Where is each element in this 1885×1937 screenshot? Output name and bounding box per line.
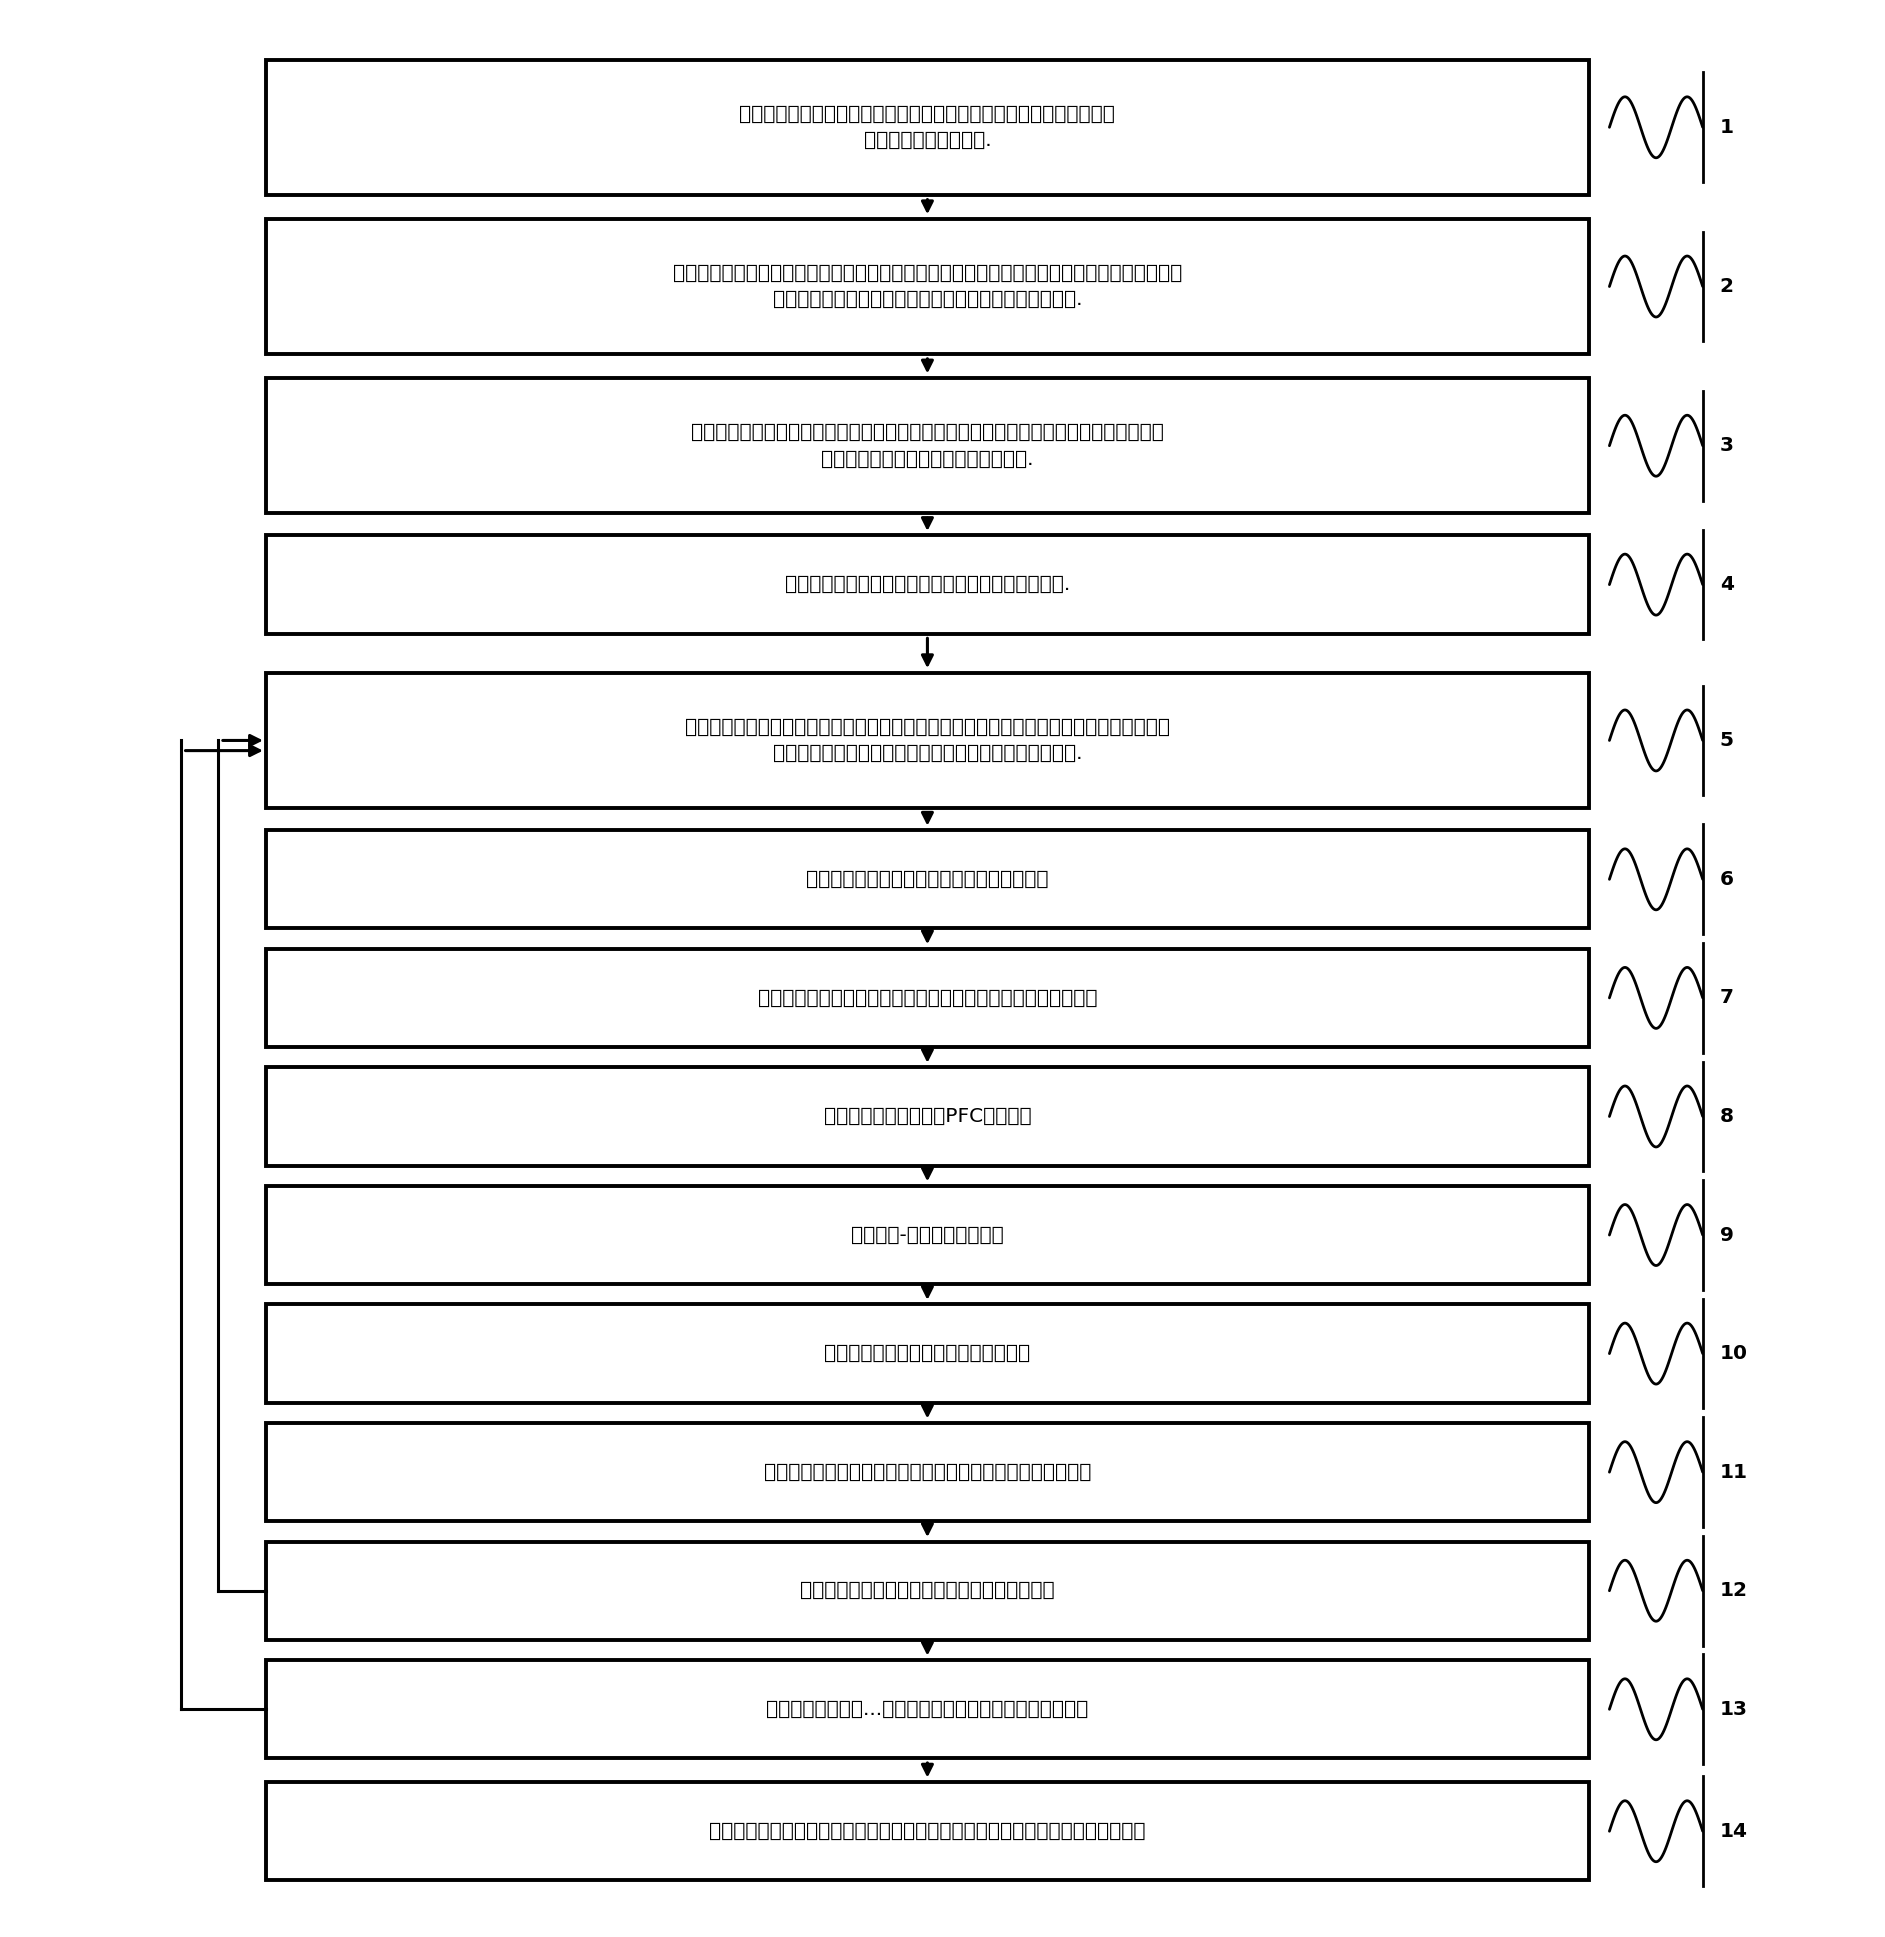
Bar — [266, 1067, 1589, 1166]
Text: 11: 11 — [1719, 1462, 1747, 1482]
Text: 13: 13 — [1719, 1701, 1747, 1718]
Text: 1: 1 — [1719, 118, 1734, 138]
Bar — [266, 1542, 1589, 1641]
Text: 进行试验测试装置的设计和布置，各种传感器、土变形场观测数码相机、细观观测体视显微镜、
数据传输线和接收装置、数据处理计算机按设计进行布置.: 进行试验测试装置的设计和布置，各种传感器、土变形场观测数码相机、细观观测体视显微… — [673, 263, 1182, 310]
Text: 6: 6 — [1719, 870, 1734, 889]
Text: 对数值模拟的土体结构图像进行再分析: 对数值模拟的土体结构图像进行再分析 — [824, 1344, 1031, 1364]
Text: 根据工程条件，进行岩土力学模型试验的模型设计，模型和原型之间要
满足系统的相似性要求.: 根据工程条件，进行岩土力学模型试验的模型设计，模型和原型之间要 满足系统的相似性… — [739, 105, 1116, 149]
Text: 4: 4 — [1719, 575, 1734, 595]
Text: 9: 9 — [1719, 1226, 1734, 1245]
Text: 2: 2 — [1719, 277, 1734, 296]
Text: 10: 10 — [1719, 1344, 1747, 1364]
Text: 对试验全过程的宏观观测、场分析、细观结构分析、数值模拟的力学性质试验分析: 对试验全过程的宏观观测、场分析、细观结构分析、数值模拟的力学性质试验分析 — [709, 1821, 1146, 1840]
Text: 粉刺土样变形发展过程图像，确定土样结构显微拍摄的观测点: 粉刺土样变形发展过程图像，确定土样结构显微拍摄的观测点 — [763, 1462, 1091, 1482]
Text: 贴应变片于基础结构的相应部位，按设计要求设置模型箱内土样和模型基础，土工试验、
试验测试模型向内土体的物理力学参数.: 贴应变片于基础结构的相应部位，按设计要求设置模型箱内土样和模型基础，土工试验、 … — [692, 422, 1163, 469]
Bar — [266, 1782, 1589, 1881]
Text: 施加第二级荷载，重复上述第五步至第十一步骤: 施加第二级荷载，重复上述第五步至第十一步骤 — [799, 1581, 1056, 1600]
Text: 施加第三、四、五...级荷载，重复上述第五步至第十一步骤: 施加第三、四、五...级荷载，重复上述第五步至第十一步骤 — [767, 1701, 1088, 1718]
Text: 3: 3 — [1719, 436, 1734, 455]
Bar — [266, 1185, 1589, 1284]
Bar — [266, 831, 1589, 928]
Text: 14: 14 — [1719, 1821, 1747, 1840]
Text: 5: 5 — [1719, 730, 1734, 750]
Text: 12: 12 — [1719, 1581, 1747, 1600]
Bar — [266, 1424, 1589, 1521]
Text: 对土样变形场的数码拍摄图像进行场分析处理: 对土样变形场的数码拍摄图像进行场分析处理 — [807, 870, 1048, 889]
Bar — [266, 219, 1589, 354]
Text: 试验开始，施加第一级荷载，量测荷载，量测各传感器的测试数据，拍摄土体变形场，拍摄
预先确定的观测点的土结构显微图象，观测数据采集完整.: 试验开始，施加第一级荷载，量测荷载，量测各传感器的测试数据，拍摄土体变形场，拍摄… — [684, 719, 1171, 763]
Text: 对土体细观结构的显微数码拍摄图像进行细观结构图像分析处理: 对土体细观结构的显微数码拍摄图像进行细观结构图像分析处理 — [758, 988, 1097, 1007]
Text: 试验预加荷，对试验测试的完整系统进行通路和调试.: 试验预加荷，对试验测试的完整系统进行通路和调试. — [784, 575, 1071, 595]
Bar — [266, 1660, 1589, 1759]
Bar — [266, 1304, 1589, 1402]
Bar — [266, 535, 1589, 633]
Text: 进行连续-离散耦合数值模拟: 进行连续-离散耦合数值模拟 — [850, 1226, 1005, 1245]
Bar — [266, 672, 1589, 808]
Bar — [266, 378, 1589, 513]
Bar — [266, 949, 1589, 1048]
Bar — [266, 60, 1589, 196]
Text: 8: 8 — [1719, 1106, 1734, 1125]
Text: 进行细观力学的颗粒流PFC数值模拟: 进行细观力学的颗粒流PFC数值模拟 — [824, 1106, 1031, 1125]
Text: 7: 7 — [1719, 988, 1734, 1007]
